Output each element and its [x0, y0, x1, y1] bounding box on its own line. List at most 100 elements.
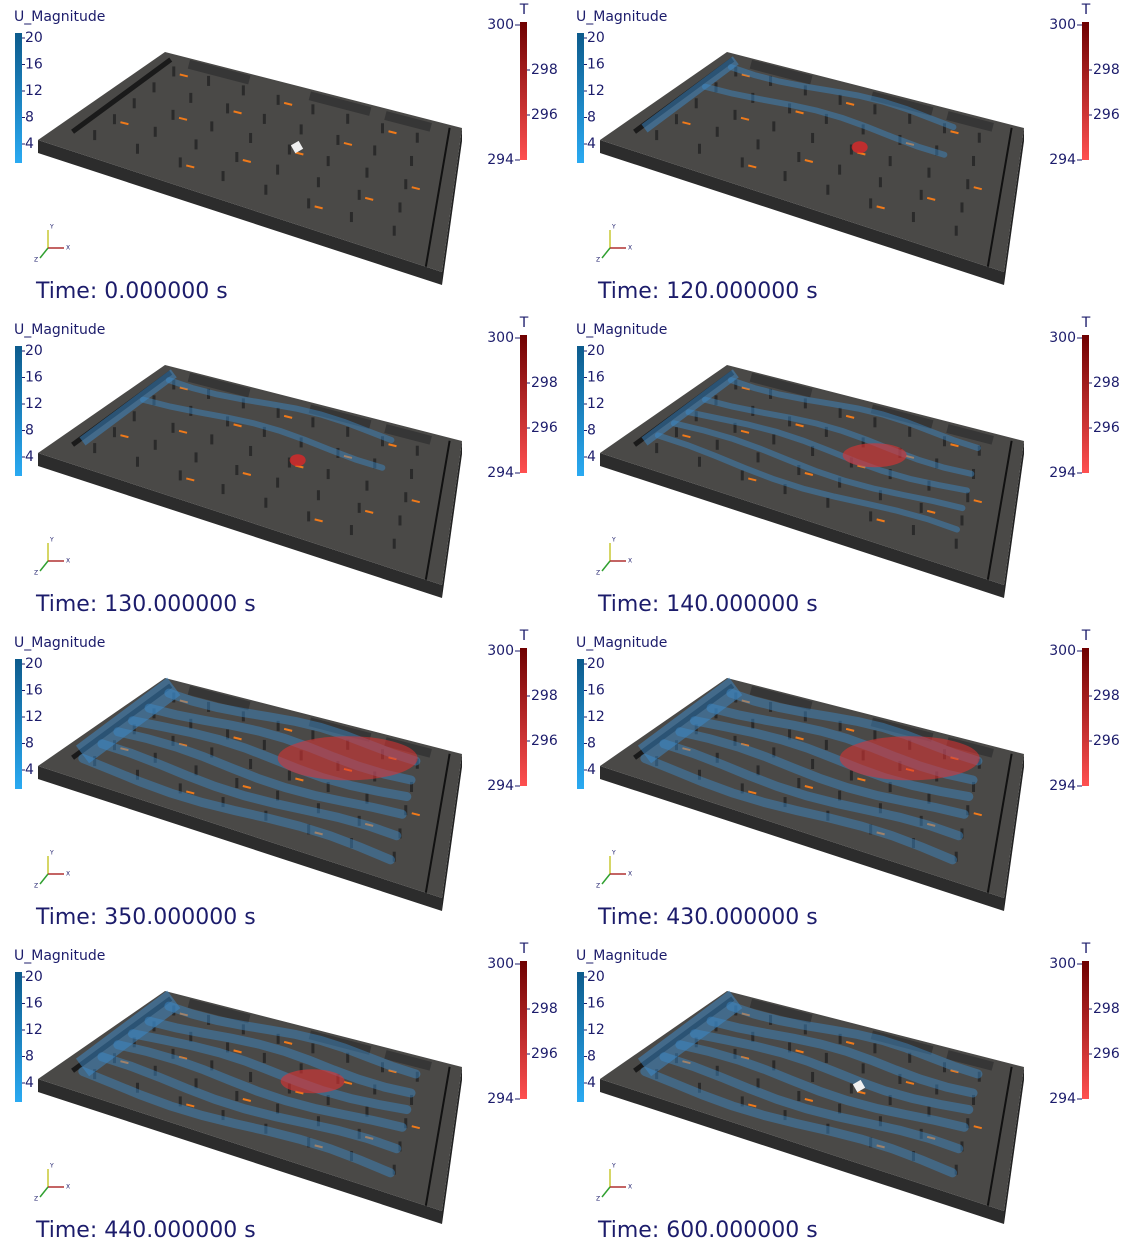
color-bar: [520, 22, 527, 160]
pillar: [908, 427, 911, 437]
heat-plume: [852, 141, 868, 153]
pillar: [235, 152, 238, 162]
axis-label: X: [628, 1184, 632, 1191]
axis-z: [602, 1187, 610, 1197]
pillar: [784, 171, 787, 181]
legend-title: T: [519, 315, 529, 331]
pillar: [172, 66, 175, 76]
pillar: [93, 130, 96, 140]
tick-label: 296: [1093, 420, 1120, 436]
pillar: [277, 408, 280, 418]
pillar: [207, 76, 210, 86]
tick-label: 298: [1093, 62, 1120, 78]
legend-title: U_Magnitude: [14, 635, 105, 651]
pillar: [222, 484, 225, 494]
pillar: [927, 168, 930, 178]
pillar: [276, 791, 279, 801]
pillar: [317, 177, 320, 187]
tick-label: 300: [1049, 17, 1076, 33]
pillar: [797, 1091, 800, 1101]
pillar: [288, 771, 291, 781]
tick-label: 298: [531, 1001, 558, 1017]
legend-title: T: [519, 628, 529, 644]
axis-z: [602, 248, 610, 258]
tick-label: 20: [587, 343, 605, 359]
axis-label: Y: [49, 537, 54, 544]
time-label: Time: 120.000000 s: [597, 279, 818, 304]
pillar: [93, 443, 96, 453]
legend-title: T: [519, 941, 529, 957]
tick-label: 4: [587, 449, 596, 465]
pillar: [373, 145, 376, 155]
tick-label: 300: [487, 956, 514, 972]
color-bar: [1082, 961, 1089, 1099]
tick-label: 300: [1049, 956, 1076, 972]
pillar: [249, 133, 252, 143]
tick-label: 298: [531, 688, 558, 704]
tick-label: 296: [531, 420, 558, 436]
pillar: [850, 771, 853, 781]
tick-label: 294: [487, 152, 514, 168]
tick-label: 298: [1093, 375, 1120, 391]
pillar: [404, 492, 407, 502]
pillar: [242, 85, 245, 95]
pillar: [960, 202, 963, 212]
tick-label: 294: [1049, 778, 1076, 794]
color-bar: [577, 659, 584, 789]
tick-label: 12: [587, 1022, 605, 1038]
tick-label: 300: [1049, 330, 1076, 346]
pillar: [317, 490, 320, 500]
pillar: [978, 133, 981, 143]
tick-label: 4: [25, 762, 34, 778]
pillar: [873, 1043, 876, 1053]
tick-label: 298: [1093, 1001, 1120, 1017]
pillar: [235, 778, 238, 788]
pillar: [307, 198, 310, 208]
pillar: [734, 110, 737, 120]
heat-plume: [840, 736, 980, 780]
axis-z: [40, 1187, 48, 1197]
tick-label: 20: [587, 969, 605, 985]
pillar: [195, 139, 198, 149]
pillar: [311, 1043, 314, 1053]
panel: YXZU_Magnitude20161284T300298296294Time:…: [576, 2, 1120, 304]
pillar: [235, 465, 238, 475]
axis-label: Z: [596, 883, 600, 890]
pillar: [869, 511, 872, 521]
tick-label: 8: [25, 736, 34, 752]
legend-title: U_Magnitude: [14, 948, 105, 964]
pillar: [398, 515, 401, 525]
pillar: [966, 179, 969, 189]
pillar: [350, 525, 353, 535]
tick-label: 298: [531, 62, 558, 78]
axis-z: [602, 561, 610, 571]
tick-label: 300: [487, 17, 514, 33]
axis-label: X: [628, 245, 632, 252]
pillar: [797, 778, 800, 788]
pillar: [741, 157, 744, 167]
pillar: [757, 452, 760, 462]
pillar: [838, 165, 841, 175]
pillar: [327, 469, 330, 479]
panel: YXZU_Magnitude20161284T300298296294Time:…: [576, 628, 1120, 930]
tick-label: 8: [25, 1049, 34, 1065]
tick-label: 12: [25, 1022, 43, 1038]
pillar: [263, 1053, 266, 1063]
pillar: [154, 127, 157, 137]
tick-label: 8: [587, 736, 596, 752]
pillar: [675, 427, 678, 437]
pillar: [404, 179, 407, 189]
color-bar: [15, 33, 22, 163]
pillar: [113, 427, 116, 437]
tick-label: 300: [1049, 643, 1076, 659]
tick-label: 296: [531, 733, 558, 749]
time-label: Time: 600.000000 s: [597, 1218, 818, 1243]
pillar: [210, 121, 213, 131]
pillar: [410, 156, 413, 166]
axis-label: Z: [34, 1196, 38, 1203]
color-bar: [15, 972, 22, 1102]
pillar: [136, 144, 139, 154]
tick-label: 8: [587, 423, 596, 439]
axis-label: Z: [34, 883, 38, 890]
pillar: [811, 1072, 814, 1082]
